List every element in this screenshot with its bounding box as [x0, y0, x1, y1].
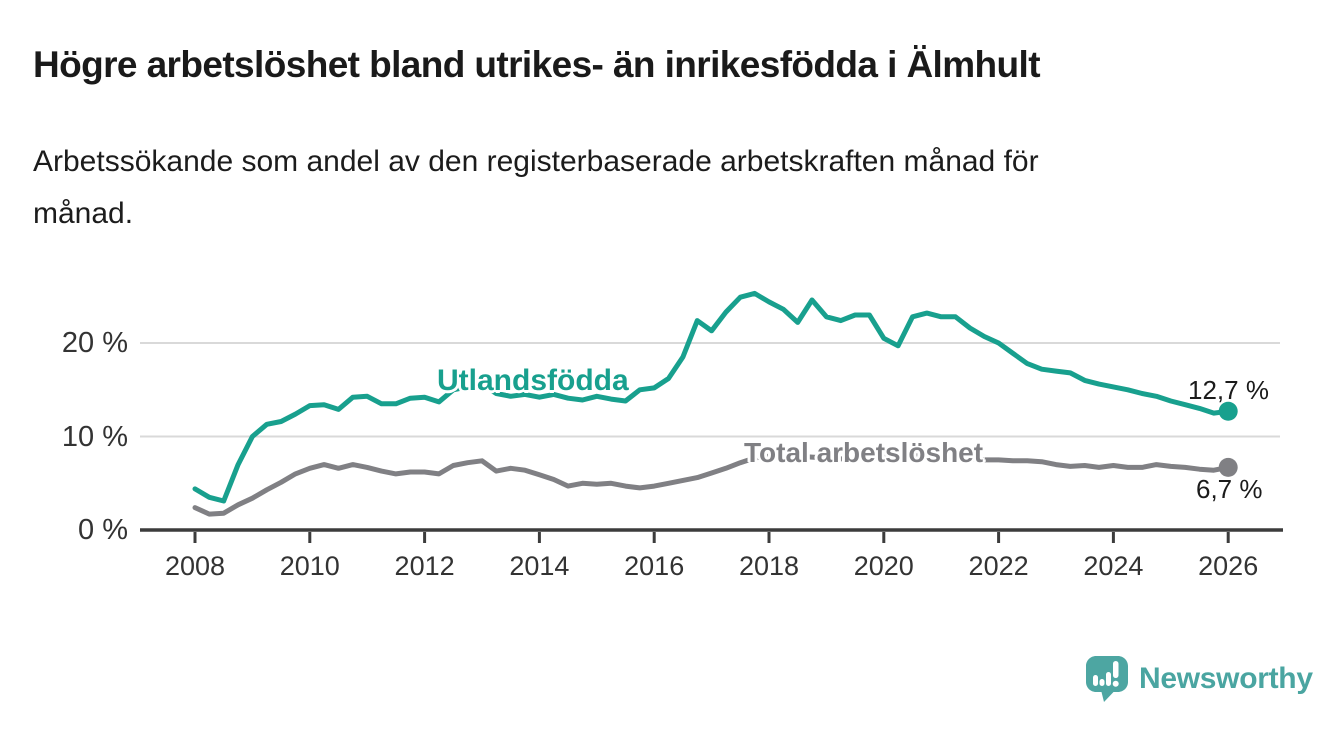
chart-subtitle: Arbetssökande som andel av den registerb…	[33, 136, 1039, 240]
chart-title: Högre arbetslöshet bland utrikes- än inr…	[33, 44, 1041, 85]
series-label-total-arbetsloshet: Total arbetslöshet	[744, 437, 984, 468]
x-axis-tick-label: 2010	[279, 551, 340, 581]
x-axis-tick-label: 2012	[394, 551, 455, 581]
newsworthy-speech-bubble-bar-chart-icon	[1086, 656, 1128, 702]
chart-subtitle-line-2: månad.	[33, 197, 134, 230]
y-axis-tick-label: 20 %	[61, 327, 128, 359]
x-axis-tick-label: 2022	[968, 551, 1029, 581]
end-value-label-utlandsfodda: 12,7 %	[1188, 375, 1269, 405]
chart-subtitle-line-1: Arbetssökande som andel av den registerb…	[33, 145, 1039, 178]
newsworthy-logo: Newsworthy	[1085, 655, 1313, 703]
x-axis-tick-label: 2008	[164, 551, 226, 581]
x-axis-tick-label: 2020	[853, 551, 914, 581]
series-label-utlandsfodda: Utlandsfödda	[437, 364, 629, 397]
x-axis-tick-label: 2014	[509, 551, 570, 581]
x-axis-tick-label: 2024	[1083, 551, 1144, 581]
x-axis-tick-label: 2018	[738, 551, 800, 581]
newsworthy-logo-text: Newsworthy	[1139, 662, 1313, 695]
end-value-label-total: 6,7 %	[1196, 474, 1263, 504]
x-axis-tick-label: 2016	[624, 551, 685, 581]
x-axis-tick-label: 2026	[1198, 551, 1259, 581]
y-axis-tick-label: 10 %	[61, 420, 128, 453]
y-axis-tick-label: 0 %	[78, 514, 128, 546]
